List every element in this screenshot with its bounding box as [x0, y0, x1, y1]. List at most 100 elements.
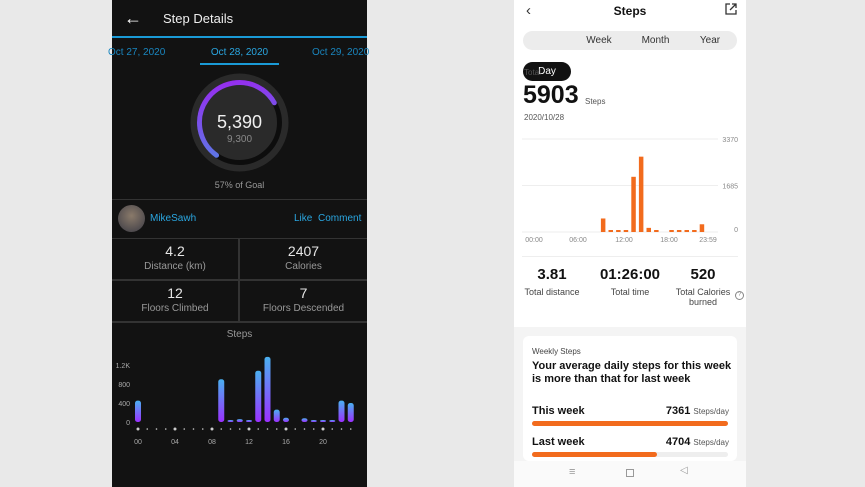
divider	[522, 256, 738, 257]
divider	[112, 36, 367, 38]
x-tick-label: 18:00	[660, 237, 678, 244]
divider	[112, 199, 367, 200]
stat-value: 4.2	[165, 243, 185, 259]
weekly-message: Your average daily steps for this week i…	[532, 360, 732, 385]
bar	[699, 224, 705, 232]
like-link[interactable]: Like	[294, 213, 313, 224]
bar	[676, 230, 682, 232]
value: 4704	[665, 436, 691, 448]
stat-total-time: 01:26:00 Total time	[592, 266, 668, 297]
hour-dot	[146, 428, 149, 430]
bar	[310, 420, 317, 422]
this-week-bar	[532, 421, 728, 426]
x-tick-label: 12	[245, 439, 253, 446]
hour-dot	[136, 427, 140, 431]
back-arrow-icon[interactable]: ←	[124, 8, 142, 28]
y-tick-label: 3370	[722, 137, 738, 144]
bar-fill	[532, 421, 728, 426]
total-steps: 5903	[523, 81, 579, 109]
weekly-label: Weekly Steps	[532, 347, 581, 356]
x-tick-label: 04	[171, 439, 179, 446]
hour-dot	[294, 428, 297, 430]
y-tick-label: 800	[118, 382, 130, 389]
hour-dot	[164, 428, 167, 430]
bar	[264, 356, 271, 422]
last-week-value: 4704 Steps/day	[666, 436, 729, 448]
date-tab-indicator	[200, 63, 279, 65]
hour-dot	[303, 428, 306, 430]
goal-percent: 57% of Goal	[214, 180, 265, 190]
bar	[329, 420, 336, 422]
tab-day[interactable]: Day	[523, 62, 571, 81]
stat-value: 520	[690, 266, 716, 283]
hour-dot	[321, 427, 325, 431]
period-tabs: Day Week Month Year	[523, 31, 737, 81]
date-tab-next[interactable]: Oct 29, 2020	[312, 47, 370, 58]
date-tab-current[interactable]: Oct 28, 2020	[210, 47, 269, 58]
x-tick-label: 00:00	[525, 237, 543, 244]
username-link[interactable]: MikeSawh	[150, 213, 197, 224]
stat-value: 01:26:00	[599, 266, 661, 283]
last-week-bar	[532, 452, 728, 457]
x-tick-label: 23:59	[699, 237, 717, 244]
home-icon[interactable]	[626, 469, 634, 477]
back-chevron-icon[interactable]: ‹	[526, 2, 531, 19]
page-title: Steps	[613, 4, 647, 18]
bar	[646, 227, 651, 232]
bar	[320, 420, 326, 422]
stat-label: Total Calories burned	[675, 287, 731, 307]
garmin-steps-chart: 0 400 800 1.2K 00 04 08 12 16 20	[116, 356, 354, 446]
stat-label: Calories	[285, 261, 322, 272]
stat-value: 3.81	[537, 266, 567, 283]
back-icon[interactable]: ◁	[680, 465, 688, 476]
bar	[347, 403, 354, 422]
help-icon[interactable]: ?	[735, 291, 744, 300]
stat-label: Distance (km)	[144, 261, 206, 272]
tab-year[interactable]: Year	[699, 35, 721, 46]
bar	[135, 400, 141, 422]
date-tab-prev[interactable]: Oct 27, 2020	[108, 47, 166, 58]
bar	[669, 230, 674, 232]
stat-value: 12	[167, 285, 183, 301]
bar	[283, 417, 289, 422]
y-tick-label: 400	[118, 401, 130, 408]
bar	[218, 379, 225, 422]
hour-dot	[229, 428, 232, 430]
hour-dot	[192, 428, 195, 430]
menu-icon[interactable]: ≡	[569, 466, 576, 478]
stat-distance: 4.2 Distance (km)	[112, 239, 238, 279]
bar-fill	[532, 452, 658, 457]
x-tick-label: 06:00	[569, 237, 587, 244]
y-tick-label: 1685	[722, 184, 738, 191]
tab-month[interactable]: Month	[641, 35, 670, 46]
bar	[623, 230, 629, 232]
avatar[interactable]	[118, 205, 145, 232]
tab-week[interactable]: Week	[586, 35, 612, 46]
share-icon[interactable]	[725, 3, 737, 15]
hour-dot	[266, 428, 269, 430]
bar	[227, 420, 234, 422]
y-tick-label: 0	[734, 227, 738, 234]
hour-dot	[220, 428, 223, 430]
stat-label: Total distance	[524, 287, 580, 297]
hour-dot	[247, 427, 251, 431]
this-week-label: This week	[532, 405, 585, 417]
stat-total-distance: 3.81 Total distance	[514, 266, 590, 297]
hour-dot	[275, 428, 278, 430]
comment-link[interactable]: Comment	[318, 213, 362, 224]
stat-calories: 2407 Calories	[240, 239, 367, 279]
bar	[600, 218, 606, 232]
y-tick-label: 1.2K	[116, 363, 131, 370]
bar	[638, 156, 644, 232]
stat-value: 7	[299, 285, 308, 301]
hour-dot	[201, 428, 204, 430]
bar	[692, 230, 697, 232]
this-week-value: 7361 Steps/day	[666, 405, 729, 417]
hour-dot	[210, 427, 214, 431]
y-tick-label: 0	[126, 420, 130, 427]
stat-floors-descended: 7 Floors Descended	[240, 281, 367, 321]
bar	[273, 409, 280, 422]
mi-fit-panel: ‹ Steps Day Week Month Year Total 5903 S…	[514, 0, 746, 487]
value: 7361	[665, 405, 691, 417]
x-tick-label: 12:00	[615, 237, 633, 244]
